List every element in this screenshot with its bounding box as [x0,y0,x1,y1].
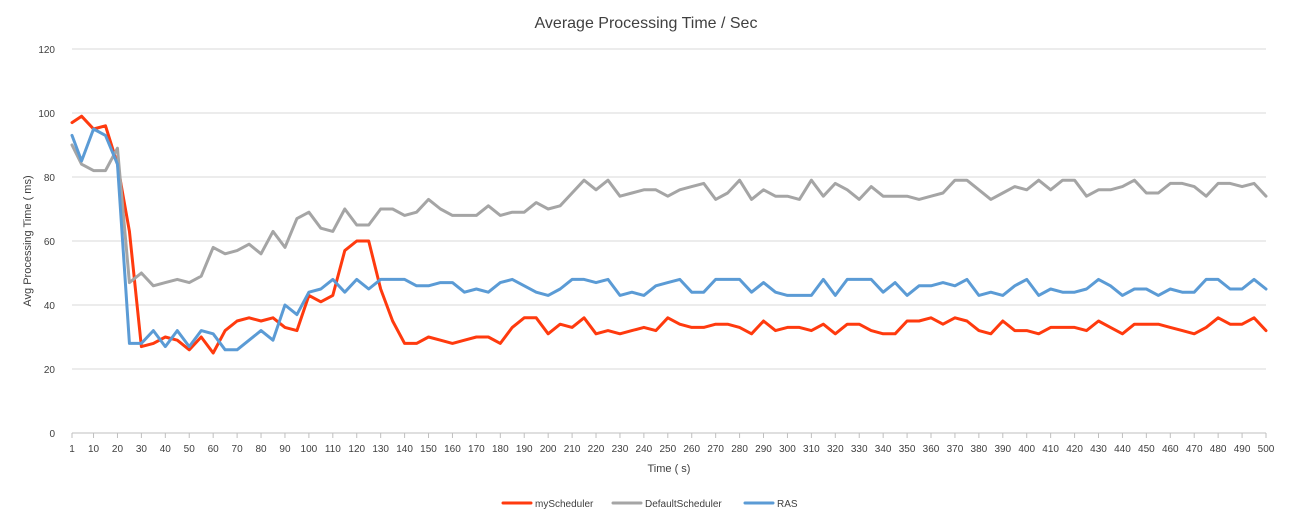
x-tick-label: 290 [755,444,772,455]
x-tick-label: 300 [779,444,796,455]
x-tick-label: 10 [88,444,100,455]
series-line-myscheduler [70,114,1268,355]
x-tick-label: 30 [136,444,148,455]
x-tick-label: 150 [420,444,437,455]
x-tick-label: 480 [1210,444,1227,455]
series-line-ras [70,127,1268,352]
x-tick-label: 180 [492,444,509,455]
x-tick-label: 80 [255,444,267,455]
x-tick-label: 280 [731,444,748,455]
y-tick-label: 80 [44,173,56,184]
x-tick-label: 370 [947,444,964,455]
y-tick-label: 120 [38,45,55,56]
x-tick-label: 430 [1090,444,1107,455]
x-tick-label: 450 [1138,444,1155,455]
x-tick-label: 220 [588,444,605,455]
y-axis-ticks: 0 20 40 60 80 100 120 [38,45,55,440]
legend-label-myscheduler: myScheduler [535,499,594,510]
x-axis-label: Time ( s) [648,463,691,475]
x-tick-label: 240 [636,444,653,455]
y-axis-label: Avg Processing Time ( ms) [22,175,34,306]
x-tick-label: 50 [184,444,196,455]
x-tick-label: 210 [564,444,581,455]
x-tick-label: 340 [875,444,892,455]
x-tick-label: 440 [1114,444,1131,455]
x-tick-label: 420 [1066,444,1083,455]
y-tick-label: 60 [44,237,56,248]
x-tick-label: 60 [208,444,220,455]
x-tick-label: 270 [707,444,724,455]
x-tick-label: 400 [1018,444,1035,455]
x-tick-label: 200 [540,444,557,455]
x-tick-label: 330 [851,444,868,455]
x-tick-label: 90 [279,444,291,455]
x-tick-label: 110 [325,444,341,455]
x-tick-label: 120 [348,444,365,455]
x-tick-label: 310 [803,444,820,455]
x-tick-label: 350 [899,444,916,455]
x-tick-label: 320 [827,444,844,455]
x-tick-label: 390 [994,444,1011,455]
x-tick-label: 70 [232,444,244,455]
x-tick-label: 460 [1162,444,1179,455]
x-tick-label: 230 [612,444,629,455]
chart-title: Average Processing Time / Sec [535,15,758,32]
x-tick-label: 490 [1234,444,1251,455]
x-tick-label: 500 [1258,444,1275,455]
x-tick-label: 130 [372,444,389,455]
y-tick-label: 20 [44,365,56,376]
series-line-defaultscheduler [70,143,1268,288]
x-tick-label: 470 [1186,444,1203,455]
legend: myScheduler DefaultScheduler RAS [501,499,798,510]
x-tick-label: 170 [468,444,485,455]
x-tick-label: 100 [301,444,318,455]
y-tick-label: 100 [38,109,55,120]
y-tick-label: 40 [44,301,56,312]
x-tick-label: 190 [516,444,533,455]
legend-label-ras: RAS [777,499,798,510]
y-tick-label: 0 [49,429,55,440]
x-tick-label: 20 [112,444,124,455]
x-tick-label: 360 [923,444,940,455]
x-tick-label: 40 [160,444,172,455]
x-tick-label: 140 [396,444,413,455]
x-tick-label: 160 [444,444,461,455]
x-axis-ticks: 1 10 20 30 40 50 60 70 80 90 100 110 120 130 140 150 160… [69,433,1275,455]
x-tick-label: 380 [971,444,988,455]
x-tick-label: 250 [659,444,676,455]
legend-label-defaultscheduler: DefaultScheduler [645,499,722,510]
gridlines [72,48,1266,434]
x-tick-label: 410 [1042,444,1059,455]
x-tick-label: 260 [683,444,700,455]
series-lines [70,114,1268,355]
x-tick-label: 1 [69,444,75,455]
